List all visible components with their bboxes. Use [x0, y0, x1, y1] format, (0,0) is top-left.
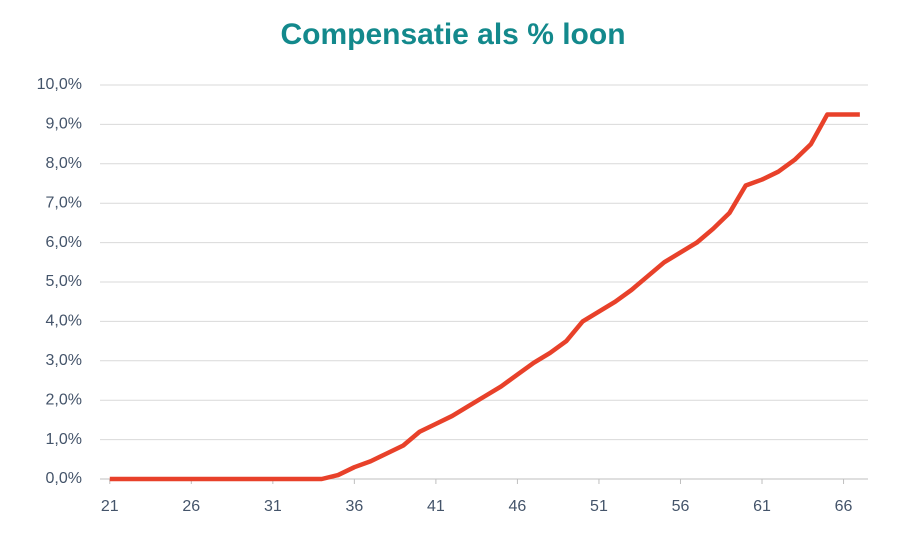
y-tick-label: 8,0% — [46, 155, 82, 172]
y-tick-label: 3,0% — [46, 352, 82, 369]
y-tick-label: 6,0% — [46, 234, 82, 251]
x-tick-label: 56 — [672, 498, 690, 515]
y-tick-label: 4,0% — [46, 313, 82, 330]
x-tick-label: 46 — [509, 498, 527, 515]
x-tick-label: 61 — [753, 498, 771, 515]
x-tick-label: 41 — [427, 498, 445, 515]
line — [109, 112, 860, 482]
x-tick-label: 51 — [590, 498, 608, 515]
y-tick-label: 5,0% — [46, 273, 82, 290]
chart-title: Compensatie als % loon — [280, 18, 625, 51]
x-tick-label: 66 — [835, 498, 853, 515]
x-tick-label: 36 — [345, 498, 363, 515]
x-tick-label: 26 — [182, 498, 200, 515]
x-tick-label: 31 — [264, 498, 282, 515]
y-tick-label: 0,0% — [46, 470, 82, 487]
y-tick-label: 7,0% — [46, 194, 82, 211]
y-tick-label: 9,0% — [46, 116, 82, 133]
y-tick-label: 1,0% — [46, 431, 82, 448]
x-tick-label: 21 — [101, 498, 119, 515]
y-tick-label: 2,0% — [46, 391, 82, 408]
y-tick-label: 10,0% — [37, 76, 82, 93]
